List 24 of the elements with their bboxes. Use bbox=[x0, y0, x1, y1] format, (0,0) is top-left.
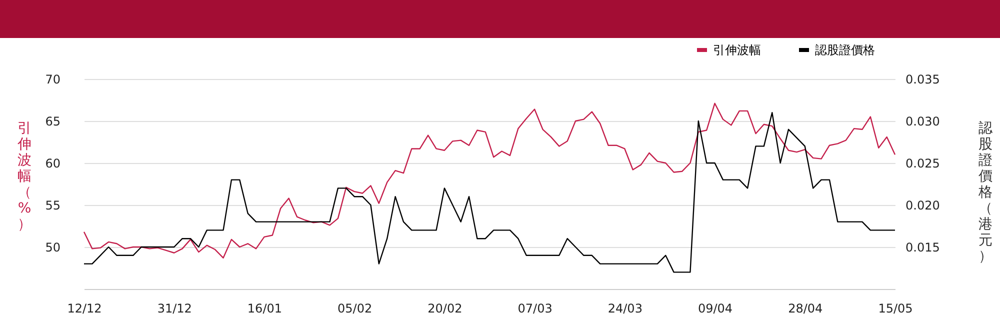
legend-label: 認股證價格 bbox=[815, 43, 875, 57]
y-tick-label: 70 bbox=[45, 72, 60, 86]
x-tick-label: 31/12 bbox=[157, 302, 192, 316]
x-tick-label: 20/02 bbox=[428, 302, 462, 316]
legend-label: 引伸波幅 bbox=[713, 43, 761, 57]
y2-tick-label: 0.030 bbox=[906, 114, 940, 128]
x-tick-label: 28/04 bbox=[788, 302, 823, 316]
x-tick-label: 15/05 bbox=[878, 302, 913, 316]
text: 認股證價格（港元） bbox=[978, 120, 992, 264]
x-tick-label: 09/04 bbox=[698, 302, 733, 316]
y-tick-label: 60 bbox=[45, 156, 60, 170]
y2-tick-label: 0.025 bbox=[906, 156, 940, 170]
y2-tick-label: 0.015 bbox=[906, 240, 940, 254]
y-tick-label: 55 bbox=[45, 198, 60, 212]
y2-tick-label: 0.035 bbox=[906, 72, 940, 86]
x-tick-label: 16/01 bbox=[247, 302, 282, 316]
y2-tick-label: 0.020 bbox=[906, 198, 940, 212]
x-tick-label: 07/03 bbox=[518, 302, 552, 316]
x-tick-label: 24/03 bbox=[608, 302, 642, 316]
x-tick-label: 05/02 bbox=[338, 302, 372, 316]
y-tick-label: 50 bbox=[45, 240, 60, 254]
x-tick-label: 12/12 bbox=[67, 302, 102, 316]
y-axis-title: 引伸波幅（%） bbox=[16, 120, 32, 232]
y-tick-label: 65 bbox=[45, 114, 60, 128]
